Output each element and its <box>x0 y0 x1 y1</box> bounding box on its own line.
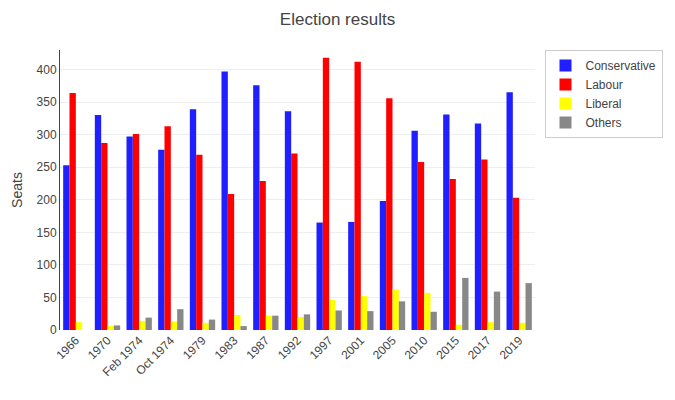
svg-text:Liberal: Liberal <box>586 97 622 111</box>
svg-text:1983: 1983 <box>212 333 241 362</box>
svg-text:Conservative: Conservative <box>586 59 656 73</box>
svg-text:2019: 2019 <box>497 333 526 362</box>
svg-text:1992: 1992 <box>275 333 304 362</box>
svg-text:Oct 1974: Oct 1974 <box>133 333 178 378</box>
svg-text:Election results: Election results <box>280 10 395 29</box>
svg-text:50: 50 <box>43 291 57 305</box>
svg-text:350: 350 <box>37 95 57 109</box>
svg-text:Feb 1974: Feb 1974 <box>100 333 146 379</box>
svg-text:Others: Others <box>586 116 622 130</box>
svg-text:1987: 1987 <box>243 333 272 362</box>
svg-text:Labour: Labour <box>586 78 623 92</box>
svg-text:1997: 1997 <box>307 333 336 362</box>
svg-text:2005: 2005 <box>370 333 399 362</box>
svg-text:2001: 2001 <box>338 333 367 362</box>
svg-text:0: 0 <box>50 323 57 337</box>
svg-text:150: 150 <box>37 226 57 240</box>
svg-text:250: 250 <box>37 160 57 174</box>
svg-text:2015: 2015 <box>433 333 462 362</box>
svg-text:1966: 1966 <box>53 333 82 362</box>
svg-text:100: 100 <box>37 258 57 272</box>
svg-text:2010: 2010 <box>402 333 431 362</box>
svg-text:400: 400 <box>37 63 57 77</box>
svg-text:200: 200 <box>37 193 57 207</box>
svg-text:300: 300 <box>37 128 57 142</box>
svg-text:2017: 2017 <box>465 333 494 362</box>
svg-text:Seats: Seats <box>9 172 25 208</box>
svg-text:1970: 1970 <box>85 333 114 362</box>
svg-text:1979: 1979 <box>180 333 209 362</box>
